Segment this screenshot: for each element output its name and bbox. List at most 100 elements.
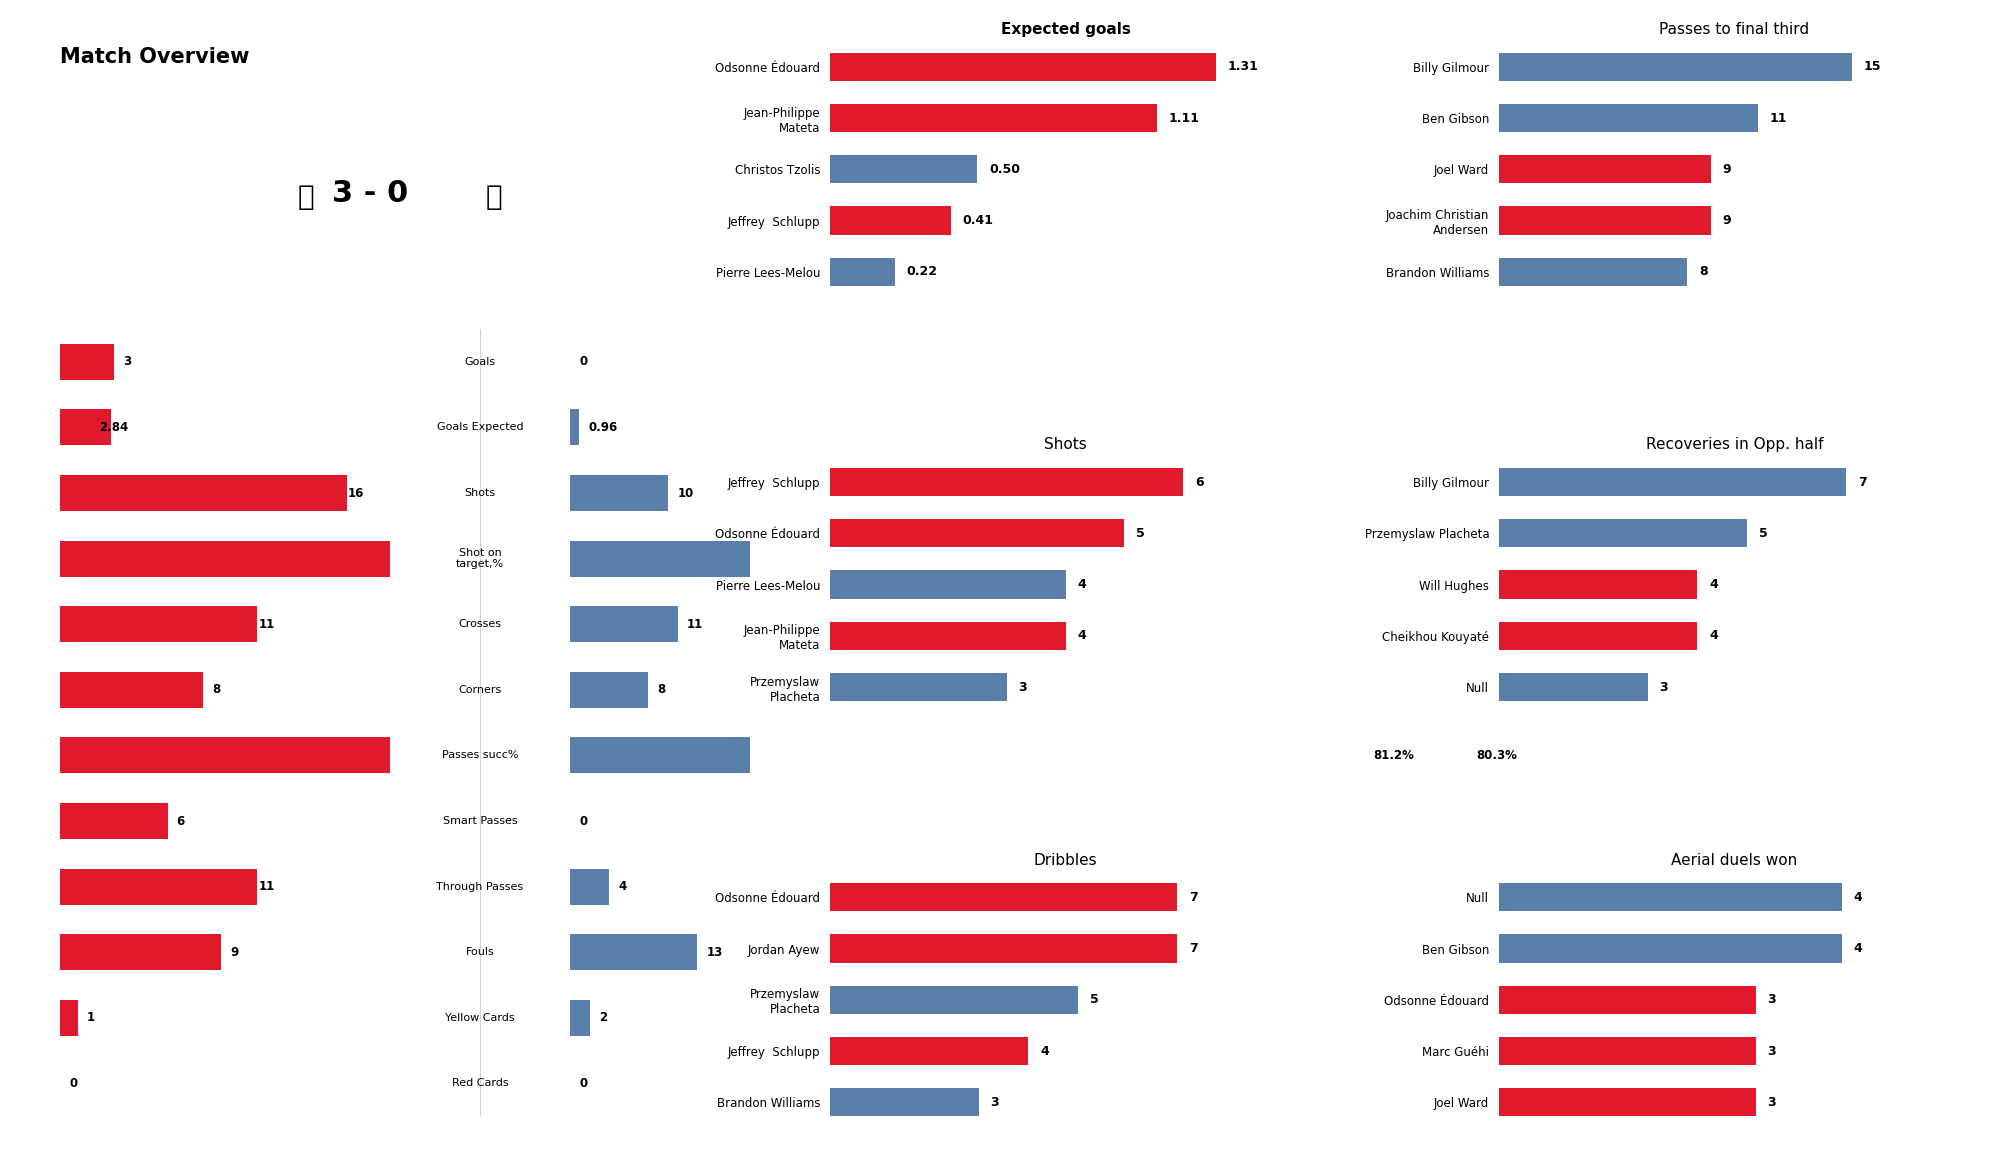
Bar	[1498, 934, 1842, 962]
Bar	[830, 103, 1156, 132]
Bar	[60, 540, 732, 577]
Text: 80.3%: 80.3%	[1476, 748, 1518, 761]
Text: 3: 3	[1768, 1096, 1776, 1109]
Text: Passes succ%: Passes succ%	[442, 751, 518, 760]
Title: Passes to final third: Passes to final third	[1660, 22, 1810, 38]
Title: Dribbles: Dribbles	[1034, 853, 1098, 867]
Bar	[1498, 622, 1698, 650]
Bar	[830, 468, 1184, 496]
Text: Shots: Shots	[464, 488, 496, 498]
Text: 4: 4	[1078, 630, 1086, 643]
Text: 8: 8	[212, 684, 220, 697]
Text: 4: 4	[1854, 891, 1862, 904]
Bar	[830, 53, 1216, 81]
Bar	[830, 622, 1066, 650]
Bar	[830, 257, 894, 286]
Bar	[60, 475, 346, 511]
Text: 0: 0	[580, 814, 588, 827]
Bar	[1498, 207, 1710, 235]
Text: 5: 5	[1090, 993, 1098, 1006]
Text: 15: 15	[1864, 60, 1882, 73]
Bar	[830, 884, 1178, 912]
Text: 16: 16	[348, 486, 364, 499]
Bar	[830, 1088, 978, 1116]
Text: 9: 9	[1722, 214, 1732, 227]
Text: Goals: Goals	[464, 357, 496, 367]
Bar	[830, 519, 1124, 548]
Text: 0.96: 0.96	[588, 421, 618, 434]
Text: 30.00%: 30.00%	[872, 552, 922, 565]
Text: 8: 8	[658, 684, 666, 697]
Text: 1.31: 1.31	[1228, 60, 1258, 73]
Text: 11: 11	[258, 880, 274, 893]
Text: 37.50%: 37.50%	[700, 552, 750, 565]
Text: Corners: Corners	[458, 685, 502, 694]
Text: Through Passes: Through Passes	[436, 881, 524, 892]
Text: 11: 11	[258, 618, 274, 631]
Bar	[570, 1000, 590, 1036]
Bar	[1498, 1038, 1756, 1066]
Title: Aerial duels won: Aerial duels won	[1672, 853, 1798, 867]
Text: 4: 4	[618, 880, 626, 893]
Text: 6: 6	[176, 814, 184, 827]
Bar	[1498, 103, 1758, 132]
Text: 0.22: 0.22	[906, 266, 938, 278]
Bar	[830, 571, 1066, 598]
Bar	[830, 934, 1178, 962]
Bar	[60, 738, 1500, 773]
Text: Fouls: Fouls	[466, 947, 494, 958]
Text: Red Cards: Red Cards	[452, 1079, 508, 1088]
Text: 1.11: 1.11	[1168, 112, 1200, 125]
Text: 7: 7	[1188, 891, 1198, 904]
Bar	[60, 344, 114, 380]
Text: 1: 1	[88, 1012, 96, 1025]
Bar	[1498, 519, 1746, 548]
Bar	[60, 934, 222, 971]
Bar	[570, 475, 668, 511]
Bar	[570, 606, 678, 643]
Title: Shots: Shots	[1044, 437, 1086, 452]
Text: 9: 9	[230, 946, 238, 959]
Bar	[1498, 884, 1842, 912]
Text: 5: 5	[1758, 526, 1768, 539]
Bar	[60, 409, 110, 445]
Bar	[830, 986, 1078, 1014]
Bar	[60, 606, 258, 643]
Bar	[570, 672, 648, 707]
Text: Shot on
target,%: Shot on target,%	[456, 548, 504, 570]
Text: Match Overview: Match Overview	[60, 47, 250, 67]
Text: 6: 6	[1196, 476, 1204, 489]
Bar	[1498, 673, 1648, 701]
Title: Recoveries in Opp. half: Recoveries in Opp. half	[1646, 437, 1824, 452]
Bar	[60, 1000, 78, 1036]
Text: 4: 4	[1854, 942, 1862, 955]
Text: 10: 10	[678, 486, 694, 499]
Text: 8: 8	[1700, 266, 1708, 278]
Text: Crosses: Crosses	[458, 619, 502, 630]
Bar	[1498, 986, 1756, 1014]
Bar	[1498, 571, 1698, 598]
Text: 7: 7	[1858, 476, 1866, 489]
Text: 2: 2	[598, 1012, 608, 1025]
Bar	[1498, 468, 1846, 496]
Text: 0.50: 0.50	[988, 163, 1020, 176]
Text: 3: 3	[1768, 993, 1776, 1006]
Bar	[60, 868, 258, 905]
Text: 7: 7	[1188, 942, 1198, 955]
Text: 2.84: 2.84	[98, 421, 128, 434]
Bar	[570, 934, 698, 971]
Bar	[1498, 257, 1688, 286]
Text: 3: 3	[1660, 680, 1668, 693]
Text: 11: 11	[688, 618, 704, 631]
Bar	[570, 738, 1364, 773]
Bar	[1498, 1088, 1756, 1116]
Text: 4: 4	[1710, 630, 1718, 643]
Text: 0: 0	[580, 1077, 588, 1090]
Text: 3 - 0: 3 - 0	[332, 180, 408, 208]
Text: 🟡: 🟡	[486, 183, 502, 210]
Bar	[60, 803, 168, 839]
Text: Smart Passes: Smart Passes	[442, 815, 518, 826]
Text: 0: 0	[70, 1077, 78, 1090]
Text: 4: 4	[1078, 578, 1086, 591]
Text: 3: 3	[1018, 680, 1028, 693]
